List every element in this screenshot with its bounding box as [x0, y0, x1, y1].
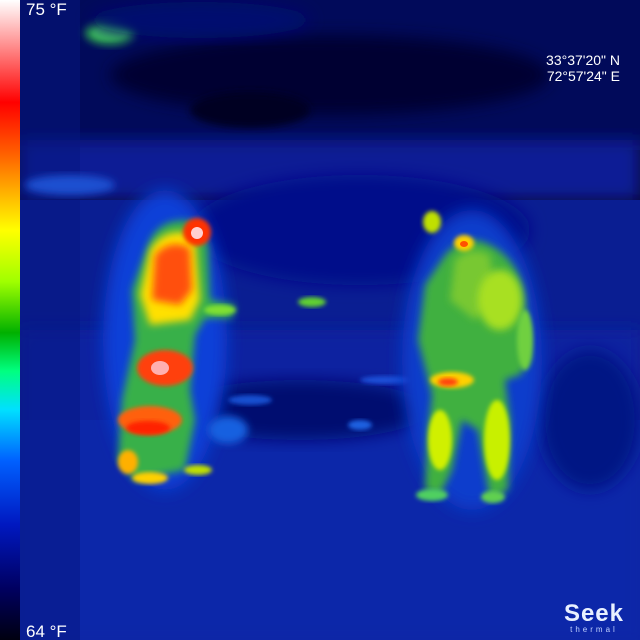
seek-thermal-logo: Seek thermal: [563, 600, 624, 635]
brand-sub: thermal: [570, 625, 618, 634]
temperature-max-label: 75 °F: [26, 0, 67, 19]
gps-latitude: 33°37'20" N: [546, 52, 620, 68]
gps-longitude: 72°57'24" E: [546, 68, 620, 84]
temperature-color-scale: [0, 0, 20, 640]
brand-name: Seek: [563, 600, 624, 627]
person-right-heat-signature: [402, 210, 542, 510]
temperature-min-label: 64 °F: [26, 622, 67, 640]
gps-coordinates: 33°37'20" N 72°57'24" E: [546, 52, 620, 84]
person-left-heat-signature: [103, 190, 248, 490]
